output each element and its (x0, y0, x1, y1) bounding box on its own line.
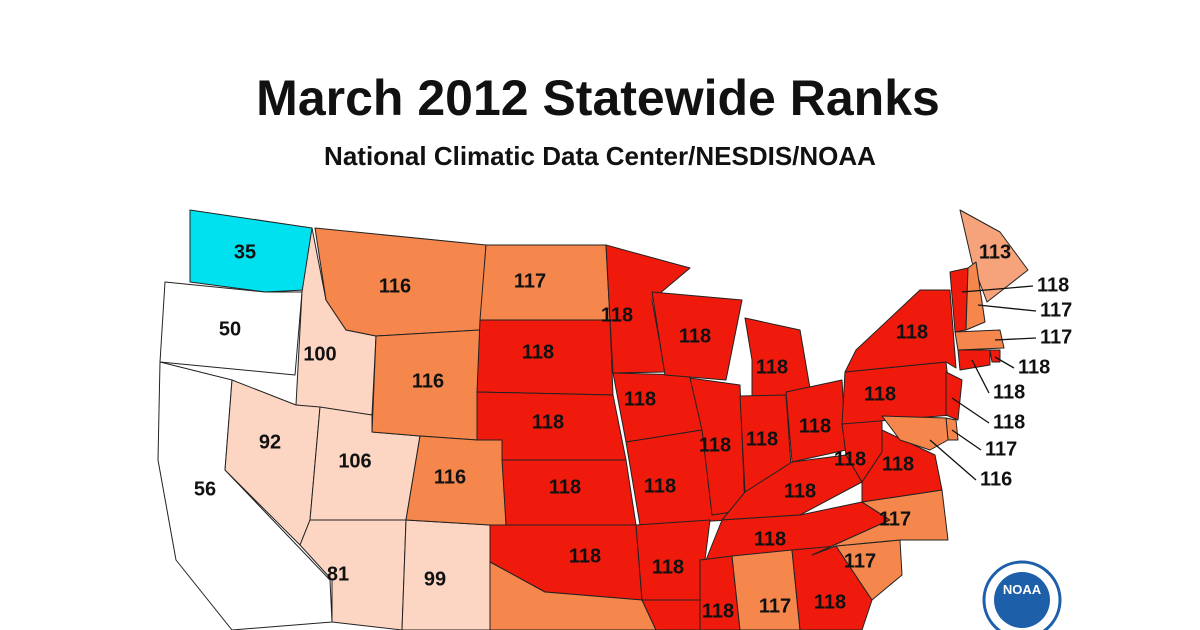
state-rank: 118 (679, 325, 711, 347)
state (189, 209, 313, 293)
state-rank: 118 (799, 415, 831, 437)
state (731, 549, 801, 630)
state (861, 429, 943, 503)
leader-line (971, 359, 990, 394)
state (965, 261, 986, 331)
state-rank: 118 (532, 411, 564, 433)
state-rank: 118 (601, 304, 633, 326)
state-rank: 118 (834, 448, 866, 470)
state-rank: 118 (882, 453, 914, 475)
state (844, 289, 957, 373)
leader-line (977, 304, 1037, 312)
state-rank: 118 (896, 321, 928, 343)
state-rank: 118 (1037, 274, 1069, 296)
state-rank: 116 (379, 275, 411, 297)
state-rank: 81 (327, 563, 349, 585)
state-rank: 117 (1040, 299, 1072, 321)
state-rank: 116 (980, 468, 1012, 490)
leader-line (994, 356, 1015, 369)
state-rank: 118 (644, 475, 676, 497)
map-title: March 2012 Statewide Ranks (256, 70, 940, 126)
state-rank: 99 (424, 568, 446, 590)
state-rank: 113 (979, 241, 1011, 263)
leader-line (929, 439, 977, 481)
state-rank: 50 (219, 318, 241, 340)
state-rank: 100 (303, 343, 336, 365)
state-rank: 118 (754, 528, 786, 550)
state (841, 361, 953, 425)
state (945, 371, 963, 421)
state-rank: 92 (259, 431, 281, 453)
state-rank: 118 (784, 480, 816, 502)
state-rank: 118 (549, 476, 581, 498)
state (641, 599, 701, 630)
state-rank: 117 (985, 438, 1017, 460)
state-rank: 118 (864, 383, 896, 405)
state (791, 545, 873, 630)
state (954, 329, 1005, 351)
state-rank: 56 (194, 478, 216, 500)
state-rank: 106 (338, 450, 371, 472)
state-rank: 118 (699, 434, 731, 456)
state-rank: 35 (234, 241, 256, 263)
state-rank: 117 (1040, 326, 1072, 348)
state (989, 349, 1001, 363)
state-rank: 118 (756, 356, 788, 378)
state-rank: 117 (879, 508, 911, 530)
state-rank: 118 (814, 591, 846, 613)
state (811, 489, 949, 556)
logo-disc (994, 572, 1050, 628)
logo: NOAA (982, 560, 1062, 630)
state-rank: 118 (702, 600, 734, 622)
state-rank: 116 (412, 370, 444, 392)
map-subtitle: National Climatic Data Center/NESDIS/NOA… (324, 141, 876, 171)
state-rank: 118 (993, 411, 1025, 433)
state (159, 281, 303, 376)
leader-line (961, 285, 1034, 293)
state-rank: 117 (514, 270, 546, 292)
state-rank: 117 (844, 550, 876, 572)
state-rank: 118 (569, 545, 601, 567)
state (959, 209, 1029, 303)
leader-line (951, 429, 982, 451)
state-rank: 118 (993, 381, 1025, 403)
state-rank: 118 (1018, 356, 1050, 378)
state-rank: 117 (759, 595, 791, 617)
state (699, 555, 741, 630)
state-rank: 118 (624, 388, 656, 410)
logo-text: NOAA (1003, 582, 1042, 597)
state-rank: 118 (746, 428, 778, 450)
state (957, 349, 991, 371)
state-rank: 118 (522, 341, 554, 363)
state (651, 291, 743, 381)
states (157, 209, 1029, 630)
state-rank: 116 (434, 466, 466, 488)
leader-line (951, 397, 990, 424)
state-rank: 118 (652, 556, 684, 578)
leader-line (994, 337, 1037, 341)
